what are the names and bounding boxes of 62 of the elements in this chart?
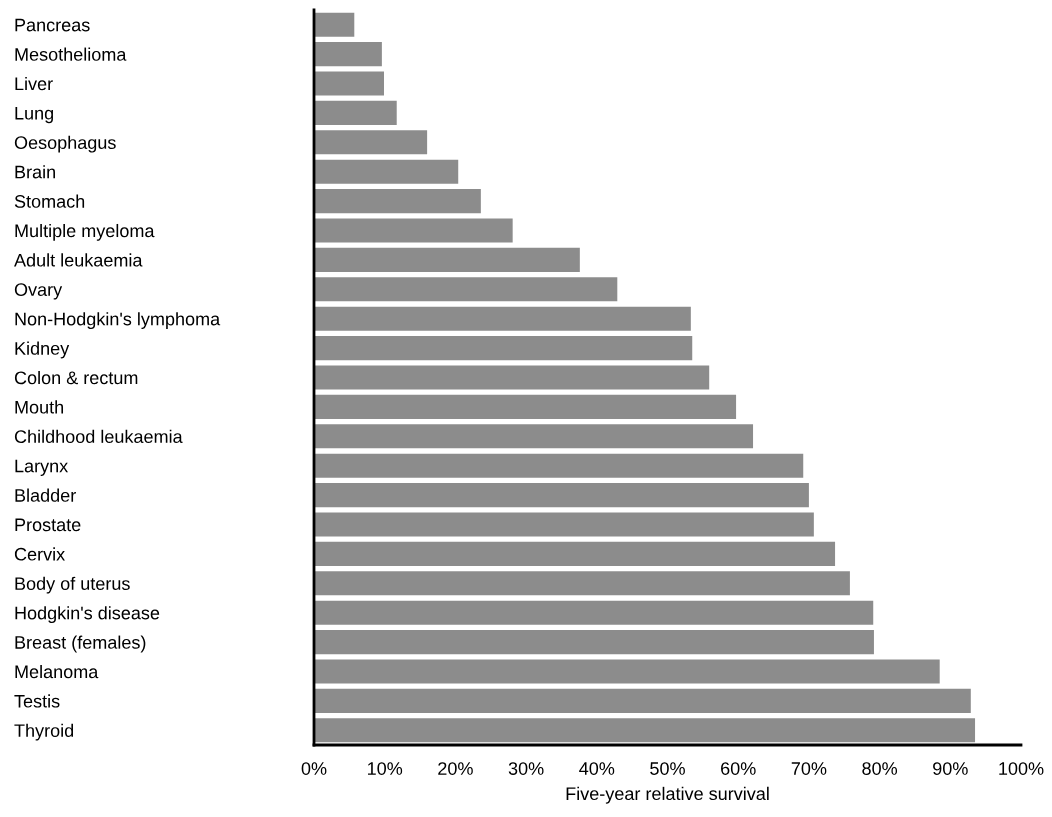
x-tick-label: 50% [650, 762, 685, 775]
y-tick-label: Brain [15, 165, 55, 179]
y-tick-label: Larynx [15, 459, 68, 476]
x-tick-label: 60% [721, 762, 756, 775]
bar [314, 659, 940, 684]
y-tick-label: Mesothelioma [15, 47, 127, 61]
y-tick-label: Testis [14, 694, 60, 708]
y-tick-label: Liver [15, 76, 53, 91]
y-tick-label: Breast (females) [15, 635, 146, 653]
x-tick-label: 30% [508, 762, 544, 775]
y-tick-label: Adult leukaemia [14, 253, 143, 267]
y-tick-label: Lung [15, 107, 53, 124]
y-tick-label: Melanoma [15, 664, 99, 679]
y-tick-label: Ovary [14, 283, 63, 300]
x-tick-label: 80% [862, 762, 898, 775]
bar [314, 130, 428, 155]
x-tick-label: 70% [791, 762, 827, 775]
bar [314, 571, 850, 596]
y-tick-label: Kidney [15, 341, 70, 359]
x-axis-title: Five-year relative survival [566, 786, 769, 804]
y-tick-label: Body of uterus [15, 576, 130, 594]
x-tick-label: 100% [999, 762, 1044, 775]
y-tick-label: Oesophagus [14, 135, 116, 153]
y-tick-label: Prostate [15, 518, 81, 532]
bar [314, 336, 693, 361]
y-tick-label: Childhood leukaemia [14, 429, 183, 444]
bar [314, 218, 513, 243]
bar [314, 541, 836, 566]
bar [314, 718, 976, 743]
y-tick-label: Cervix [14, 547, 65, 561]
bar [314, 306, 691, 331]
bar [314, 100, 397, 125]
bar [314, 688, 971, 713]
y-tick-label: Bladder [15, 488, 76, 502]
bar [314, 12, 355, 37]
bar [314, 42, 382, 67]
bar [314, 189, 481, 214]
x-tick-label: 10% [368, 762, 403, 775]
bar [314, 394, 737, 419]
bar [314, 630, 874, 655]
bar [314, 512, 814, 537]
bar [314, 424, 754, 449]
x-tick-label: 0% [301, 762, 327, 775]
x-tick-label: 40% [579, 762, 615, 775]
y-tick-label: Multiple myeloma [15, 223, 155, 241]
y-tick-label: Pancreas [15, 18, 90, 32]
y-tick-label: Hodgkin's disease [15, 606, 160, 623]
y-tick-label: Stomach [14, 194, 85, 208]
bar [314, 453, 804, 478]
bar [314, 600, 874, 625]
y-tick-label: Mouth [15, 400, 64, 414]
bar [314, 159, 459, 184]
bar [314, 277, 618, 302]
y-tick-label: Colon & rectum [14, 370, 138, 385]
x-tick-label: 90% [933, 762, 968, 775]
bar [314, 365, 710, 390]
y-tick-label: Non-Hodgkin's lymphoma [15, 312, 221, 329]
bar [314, 483, 809, 508]
bar [314, 247, 580, 272]
bar [314, 71, 384, 96]
x-tick-label: 20% [438, 762, 473, 775]
y-tick-label: Thyroid [14, 723, 74, 741]
